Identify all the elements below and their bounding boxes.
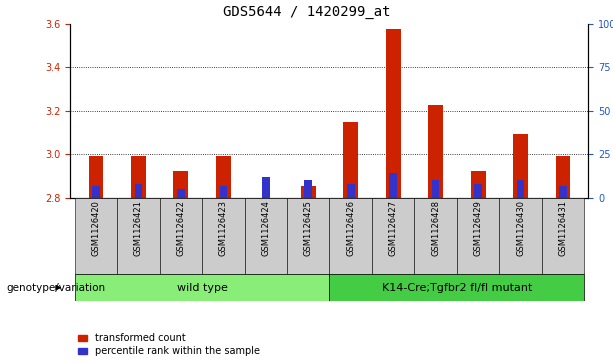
Text: GDS5644 / 1420299_at: GDS5644 / 1420299_at <box>223 5 390 20</box>
FancyBboxPatch shape <box>372 198 414 274</box>
Text: wild type: wild type <box>177 283 227 293</box>
FancyBboxPatch shape <box>330 198 372 274</box>
FancyBboxPatch shape <box>159 198 202 274</box>
Bar <box>517 180 524 198</box>
FancyBboxPatch shape <box>75 198 117 274</box>
FancyBboxPatch shape <box>245 198 287 274</box>
FancyBboxPatch shape <box>75 274 330 301</box>
Text: GSM1126423: GSM1126423 <box>219 200 228 256</box>
FancyBboxPatch shape <box>287 198 330 274</box>
Bar <box>173 171 188 198</box>
Text: K14-Cre;Tgfbr2 fl/fl mutant: K14-Cre;Tgfbr2 fl/fl mutant <box>382 283 532 293</box>
Bar <box>88 156 104 198</box>
Bar <box>343 122 358 198</box>
Bar <box>262 177 270 198</box>
Bar <box>135 184 142 198</box>
FancyBboxPatch shape <box>330 274 584 301</box>
Bar <box>131 156 146 198</box>
Text: GSM1126427: GSM1126427 <box>389 200 398 256</box>
Bar <box>471 171 485 198</box>
Bar <box>347 184 354 198</box>
Text: GSM1126431: GSM1126431 <box>558 200 568 256</box>
Bar <box>92 185 100 198</box>
Bar <box>177 189 185 198</box>
Text: genotype/variation: genotype/variation <box>6 283 105 293</box>
Text: GSM1126420: GSM1126420 <box>91 200 101 256</box>
Text: GSM1126426: GSM1126426 <box>346 200 355 256</box>
Text: GSM1126424: GSM1126424 <box>261 200 270 256</box>
Text: GSM1126422: GSM1126422 <box>177 200 185 256</box>
Bar <box>474 184 482 198</box>
Text: GSM1126428: GSM1126428 <box>431 200 440 256</box>
Bar <box>389 174 397 198</box>
Text: GSM1126429: GSM1126429 <box>474 200 482 256</box>
Bar <box>301 186 316 198</box>
Text: GSM1126430: GSM1126430 <box>516 200 525 256</box>
Bar <box>555 156 571 198</box>
Bar <box>216 156 230 198</box>
FancyBboxPatch shape <box>117 198 159 274</box>
FancyBboxPatch shape <box>414 198 457 274</box>
FancyBboxPatch shape <box>202 198 245 274</box>
Bar <box>559 185 567 198</box>
FancyBboxPatch shape <box>500 198 542 274</box>
Bar <box>432 180 440 198</box>
Legend: transformed count, percentile rank within the sample: transformed count, percentile rank withi… <box>78 333 260 356</box>
Bar <box>428 105 443 198</box>
FancyBboxPatch shape <box>542 198 584 274</box>
Bar <box>513 134 528 198</box>
Text: GSM1126425: GSM1126425 <box>304 200 313 256</box>
Bar <box>386 29 401 198</box>
Bar <box>305 180 312 198</box>
FancyBboxPatch shape <box>457 198 500 274</box>
Text: GSM1126421: GSM1126421 <box>134 200 143 256</box>
Bar <box>219 185 227 198</box>
